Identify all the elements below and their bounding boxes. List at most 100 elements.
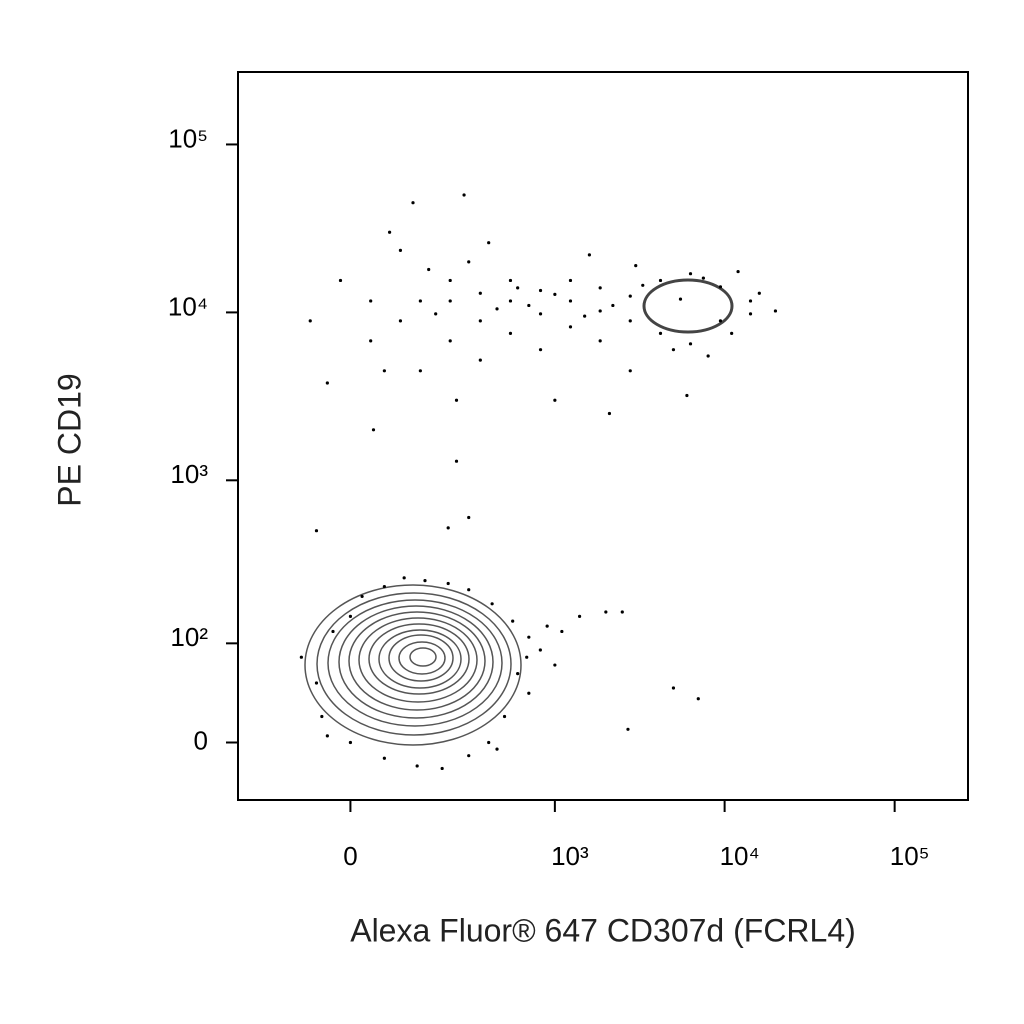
event-dot	[490, 602, 494, 606]
event-dot	[511, 619, 515, 623]
event-dot	[314, 529, 319, 533]
event-dot	[685, 393, 689, 398]
x-tick-label: 0	[343, 841, 357, 871]
event-dot	[587, 253, 592, 257]
event-dot	[448, 299, 452, 303]
density-contours	[304, 278, 734, 746]
event-dot	[748, 312, 753, 316]
event-dot	[671, 686, 676, 690]
event-dot	[415, 764, 419, 768]
event-dot	[545, 624, 549, 628]
event-dot	[314, 681, 319, 685]
event-dot	[538, 648, 542, 652]
event-dot	[398, 319, 403, 323]
y-tick-label: 10⁵	[168, 123, 208, 153]
event-dot	[773, 309, 778, 313]
event-dot	[626, 727, 630, 731]
event-dot	[598, 339, 602, 343]
event-dot	[516, 672, 520, 676]
event-dot	[320, 714, 324, 719]
event-dot	[607, 411, 612, 416]
event-dot	[688, 342, 693, 346]
event-dot	[338, 278, 343, 283]
event-dot	[454, 398, 459, 402]
event-dot	[525, 655, 529, 659]
event-dot	[427, 267, 431, 272]
event-dot	[568, 299, 573, 303]
event-dot	[348, 614, 353, 619]
event-dot	[402, 576, 406, 580]
event-dot	[568, 278, 573, 283]
event-dot	[423, 579, 427, 583]
y-axis-title: PE CD19	[51, 373, 87, 506]
event-dot	[577, 614, 582, 619]
event-dot	[718, 285, 723, 289]
event-dot	[611, 303, 615, 308]
event-dot	[508, 278, 513, 283]
event-dot	[371, 428, 376, 432]
event-dot	[508, 299, 513, 303]
event-dot	[478, 358, 482, 362]
event-dot	[538, 312, 543, 316]
event-dot	[418, 369, 422, 373]
event-dot	[448, 278, 452, 283]
x-axis-title: Alexa Fluor® 647 CD307d (FCRL4)	[350, 912, 856, 948]
event-dot	[478, 319, 482, 323]
event-dot	[641, 283, 645, 287]
event-dot	[553, 663, 557, 667]
y-tick-label: 10³	[170, 459, 208, 489]
event-dot	[678, 297, 683, 301]
event-dot	[757, 291, 761, 295]
event-dot	[516, 286, 520, 290]
event-dot	[730, 331, 734, 335]
event-dot	[620, 610, 624, 614]
event-dot	[299, 655, 303, 659]
event-dot	[508, 331, 513, 335]
event-dot	[736, 269, 740, 274]
event-dot	[382, 584, 386, 589]
event-dot	[688, 272, 693, 276]
event-dot	[598, 286, 602, 290]
event-dot	[560, 629, 564, 634]
event-dot	[467, 515, 471, 520]
event-dot	[325, 381, 329, 385]
event-dot	[418, 299, 422, 303]
event-dot	[634, 263, 638, 268]
event-dot	[325, 734, 329, 738]
event-dot	[487, 740, 491, 745]
event-dot	[696, 697, 700, 701]
event-dot	[454, 459, 459, 463]
event-dot	[502, 714, 507, 719]
event-dot	[467, 754, 471, 758]
event-dot	[598, 309, 602, 313]
event-dot	[411, 201, 415, 205]
event-dot	[487, 241, 491, 245]
y-tick-label: 10²	[170, 622, 208, 652]
x-tick-label: 10⁴	[720, 841, 760, 871]
event-dot	[382, 369, 386, 373]
event-dot	[658, 331, 663, 335]
event-dot	[553, 292, 557, 296]
event-dot	[434, 312, 438, 316]
event-dot	[495, 747, 499, 751]
event-dot	[628, 369, 632, 373]
event-dot	[553, 398, 557, 402]
event-dot	[527, 691, 531, 695]
event-dot	[369, 339, 373, 343]
x-tick-label: 10³	[551, 841, 589, 871]
plot-frame	[237, 71, 969, 801]
event-dot	[718, 319, 723, 323]
y-tick-label: 0	[194, 725, 208, 755]
event-dot	[568, 325, 573, 329]
event-dot	[467, 588, 471, 592]
event-dot	[348, 740, 353, 745]
event-dot	[527, 635, 531, 639]
event-dot	[538, 288, 543, 293]
event-dot	[448, 339, 452, 343]
event-dot	[748, 299, 753, 303]
event-dot	[538, 348, 543, 352]
event-dot	[495, 307, 499, 311]
event-dot	[604, 610, 608, 614]
event-dot	[701, 276, 705, 280]
